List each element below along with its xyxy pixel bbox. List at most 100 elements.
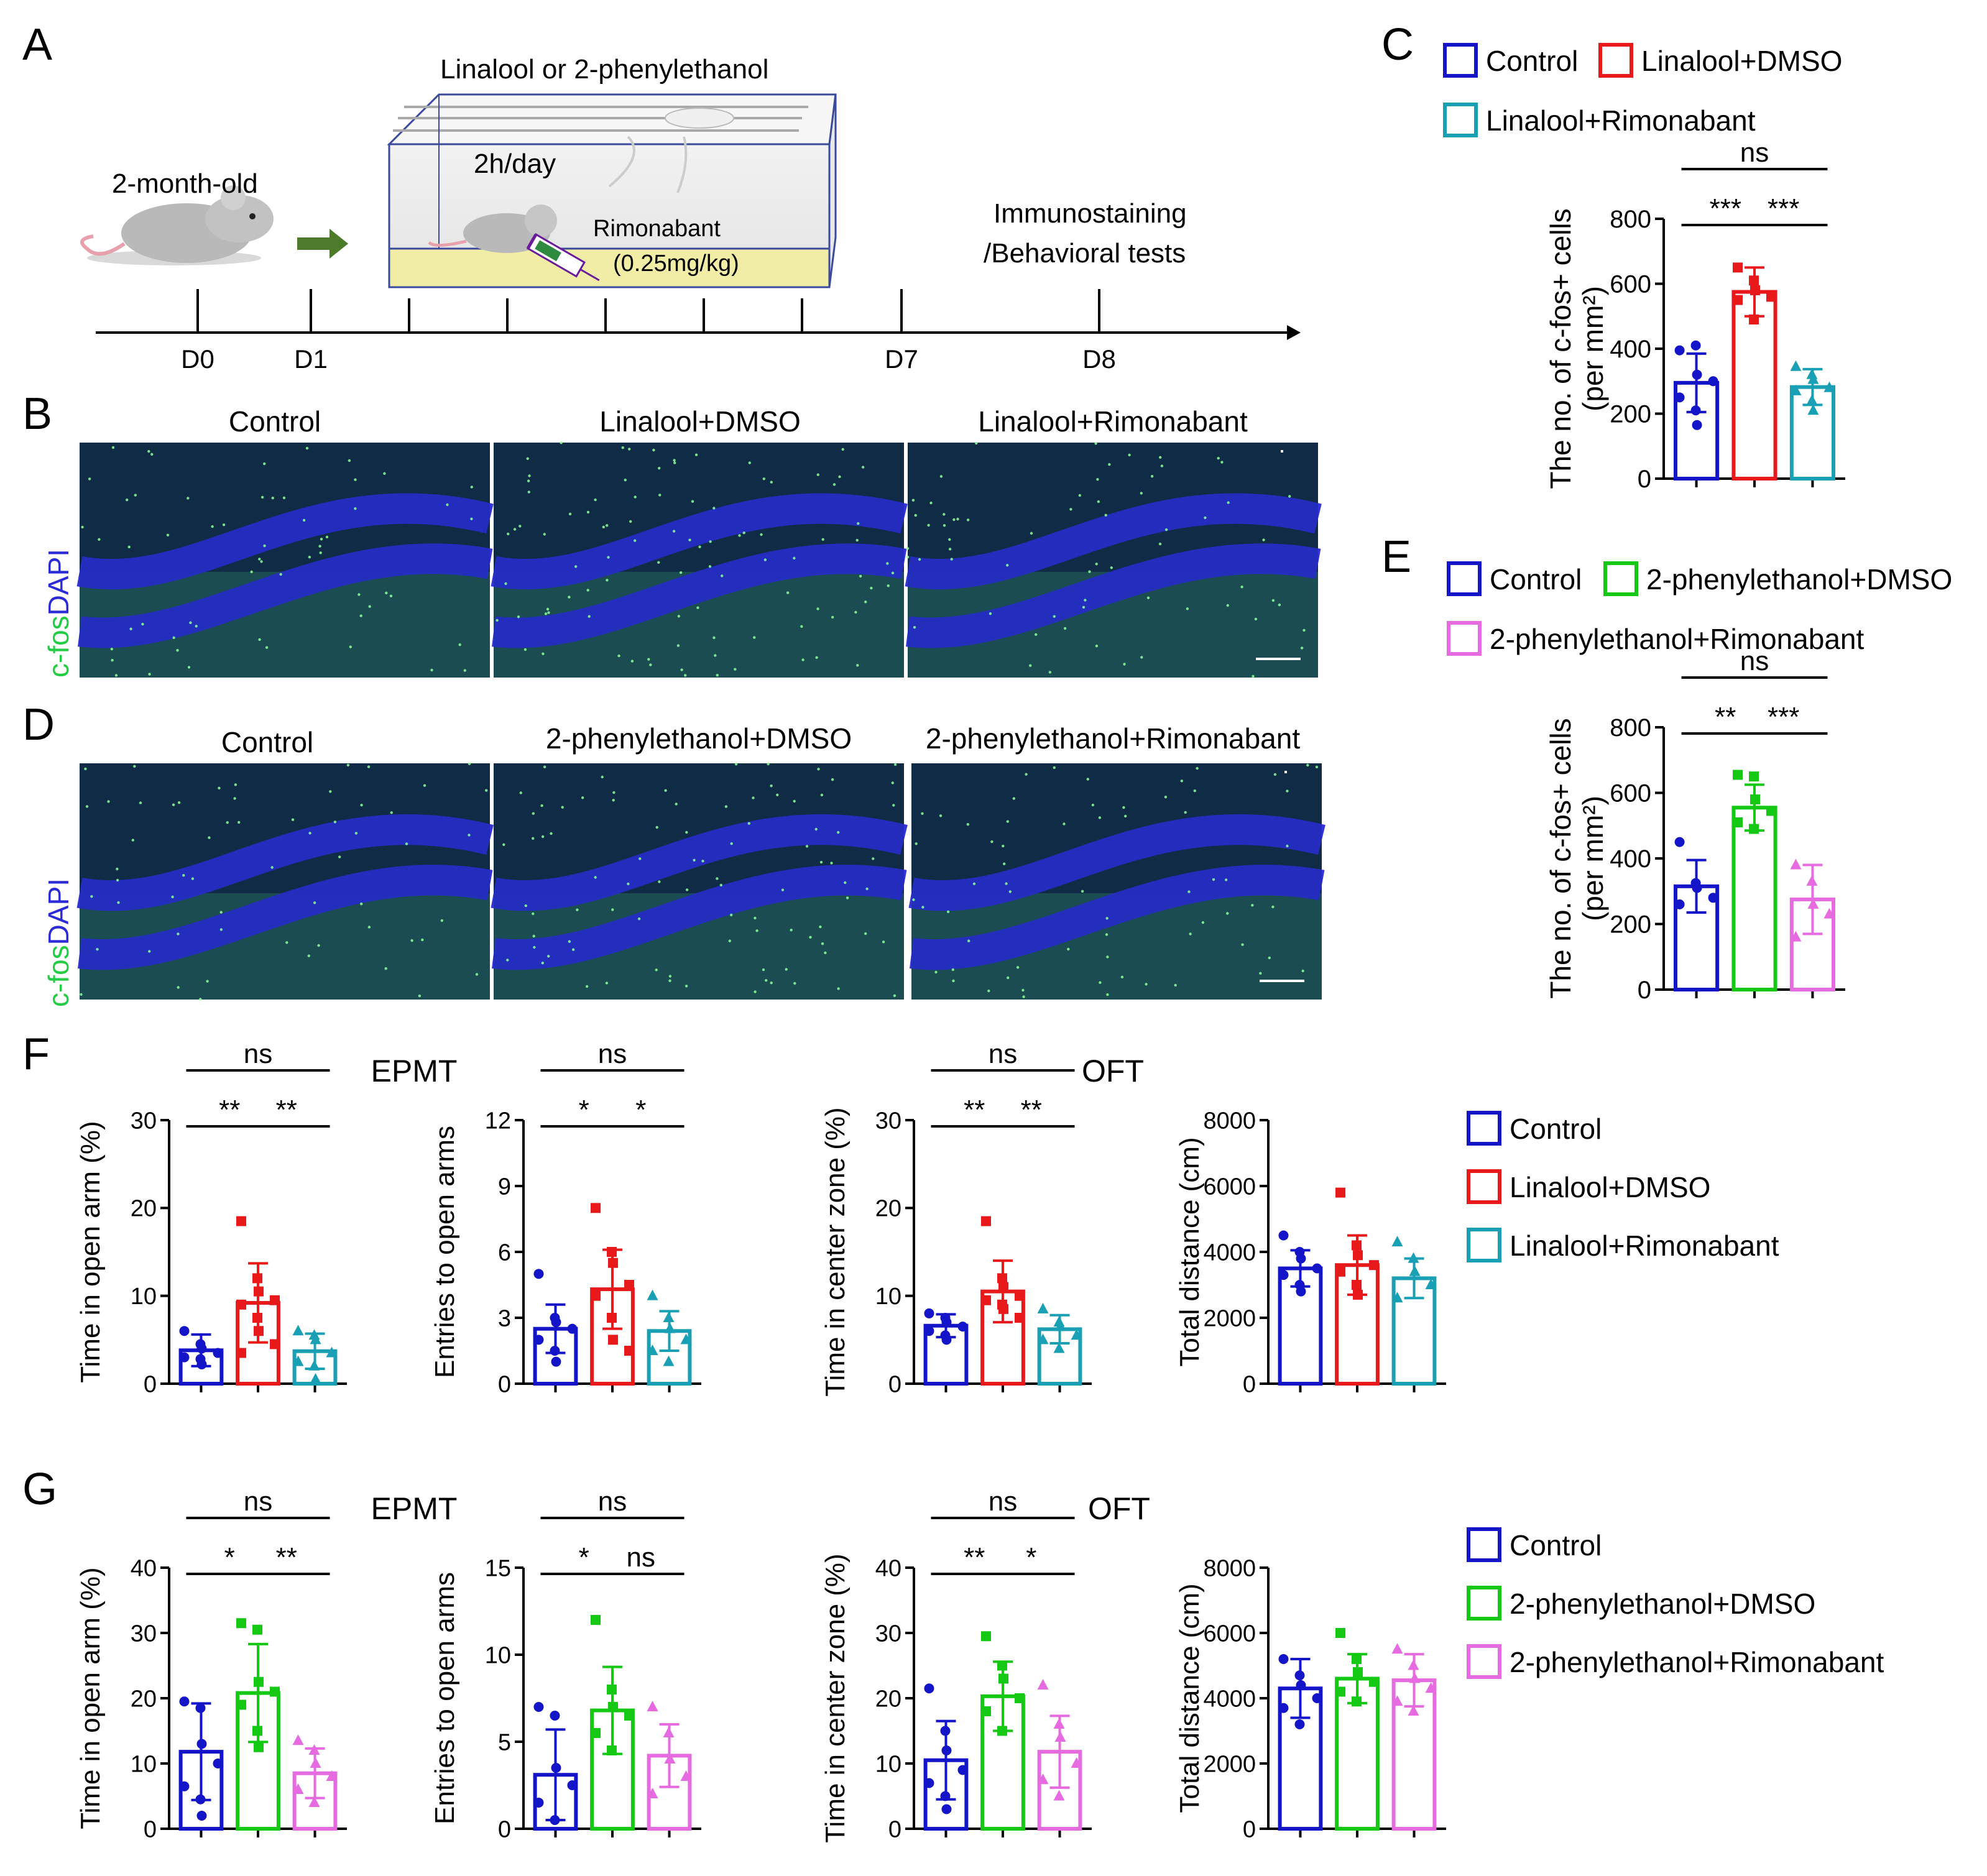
cfos-cell <box>524 904 527 908</box>
cfos-cell <box>329 790 332 793</box>
cfos-cell <box>359 614 362 617</box>
cfos-cell <box>816 607 819 610</box>
chart-f3: 0 10 20 30 Time in center zone (%) ** **ns <box>820 1039 1092 1397</box>
data-point <box>1408 1252 1419 1263</box>
data-point <box>1749 771 1759 782</box>
cfos-cell <box>504 582 507 586</box>
cfos-cell <box>1097 500 1100 503</box>
cfos-cell <box>279 572 282 576</box>
data-point <box>1690 340 1701 351</box>
data-point <box>647 1345 658 1355</box>
cfos-cell <box>532 837 535 840</box>
cfos-cell <box>1069 508 1072 511</box>
data-point <box>957 1765 968 1775</box>
cfos-cell <box>1078 494 1082 497</box>
cfos-cell <box>206 980 209 983</box>
data-point <box>1278 1230 1289 1241</box>
sig-label: * <box>1026 1542 1036 1573</box>
y-axis-label: Time in center zone (%) <box>820 1553 851 1842</box>
data-point <box>1335 1628 1345 1638</box>
cfos-cell <box>943 513 946 516</box>
cfos-cell <box>786 591 790 594</box>
cfos-cell <box>317 944 320 947</box>
data-point <box>607 1685 617 1694</box>
data-point <box>1071 1329 1082 1340</box>
cfos-cell <box>533 945 536 949</box>
y-tick-label: 10 <box>131 1751 157 1777</box>
cfos-cell <box>1128 453 1131 457</box>
cfos-cell <box>943 524 946 527</box>
cfos-cell <box>872 857 875 860</box>
cfos-cell <box>617 654 620 658</box>
cfos-cell <box>133 765 136 768</box>
data-point <box>1692 369 1702 380</box>
data-point <box>1071 1757 1082 1768</box>
cfos-cell <box>1286 789 1289 793</box>
cfos-cell <box>1021 988 1025 992</box>
data-point <box>607 1313 617 1323</box>
cfos-cell <box>754 916 757 920</box>
cfos-cell <box>658 494 662 497</box>
cfos-cell <box>1003 862 1006 865</box>
cfos-cell <box>712 636 716 640</box>
stain-cfos-d: c-fos <box>42 945 75 1007</box>
y-tick-label: 8000 <box>1203 1555 1256 1581</box>
cfos-cell <box>628 448 631 451</box>
cfos-cell <box>911 499 915 502</box>
cfos-cell <box>716 674 719 677</box>
panel-label-a: A <box>22 20 52 70</box>
cfos-cell <box>260 495 264 499</box>
micrograph-dapi-haze <box>494 763 904 1000</box>
cfos-cell <box>1029 664 1032 667</box>
test-title-g-epmt: EPMT <box>371 1491 458 1526</box>
cfos-cell <box>819 860 823 864</box>
data-point <box>236 1699 246 1710</box>
data-point <box>270 1295 280 1305</box>
y-tick-label: 30 <box>875 1108 901 1134</box>
cfos-cell <box>349 645 352 648</box>
stain-dapi-d: DAPI <box>42 878 75 945</box>
data-point <box>663 1312 675 1322</box>
data-point <box>179 1696 190 1707</box>
cfos-cell <box>139 801 142 804</box>
data-point <box>680 1333 692 1345</box>
cfos-cell <box>526 457 529 460</box>
y-axis-label-unit: (per mm²) <box>1577 796 1609 921</box>
panel-label-e: E <box>1381 532 1411 582</box>
cfos-cell <box>854 610 857 614</box>
cfos-cell <box>568 940 571 943</box>
data-point <box>1708 376 1718 387</box>
data-point <box>997 1726 1007 1736</box>
granule-layer-upper <box>76 493 494 590</box>
cfos-cell <box>544 612 548 615</box>
cfos-cell <box>714 654 717 657</box>
cfos-cell <box>368 605 371 608</box>
cfos-cell <box>440 919 443 922</box>
stain-cfos-b: c-fos <box>42 615 75 678</box>
data-point <box>1790 858 1802 870</box>
cfos-cell <box>1022 995 1025 998</box>
cfos-cell <box>177 801 181 804</box>
y-tick-label: 2000 <box>1203 1751 1256 1777</box>
cfos-cell <box>893 994 897 998</box>
cfos-cell <box>680 668 683 671</box>
cfos-cell <box>594 498 597 502</box>
y-tick-label: 5 <box>498 1729 511 1755</box>
cfos-cell <box>446 503 449 507</box>
data-point <box>1278 1654 1289 1664</box>
cfos-cell <box>357 593 361 596</box>
cfos-cell <box>541 962 544 965</box>
cfos-cell <box>606 579 609 582</box>
day-label-d0: D0 <box>181 344 214 374</box>
cfos-cell <box>354 507 357 510</box>
cfos-cell <box>886 562 889 565</box>
data-point <box>196 1811 207 1821</box>
data-point <box>957 1322 968 1332</box>
data-point <box>624 1711 634 1721</box>
sig-label: * <box>579 1542 589 1573</box>
cfos-cell <box>1189 932 1192 936</box>
data-point <box>1823 381 1835 392</box>
cfos-cell <box>1159 456 1162 459</box>
cfos-cell <box>948 538 951 541</box>
data-point <box>1425 1682 1437 1693</box>
